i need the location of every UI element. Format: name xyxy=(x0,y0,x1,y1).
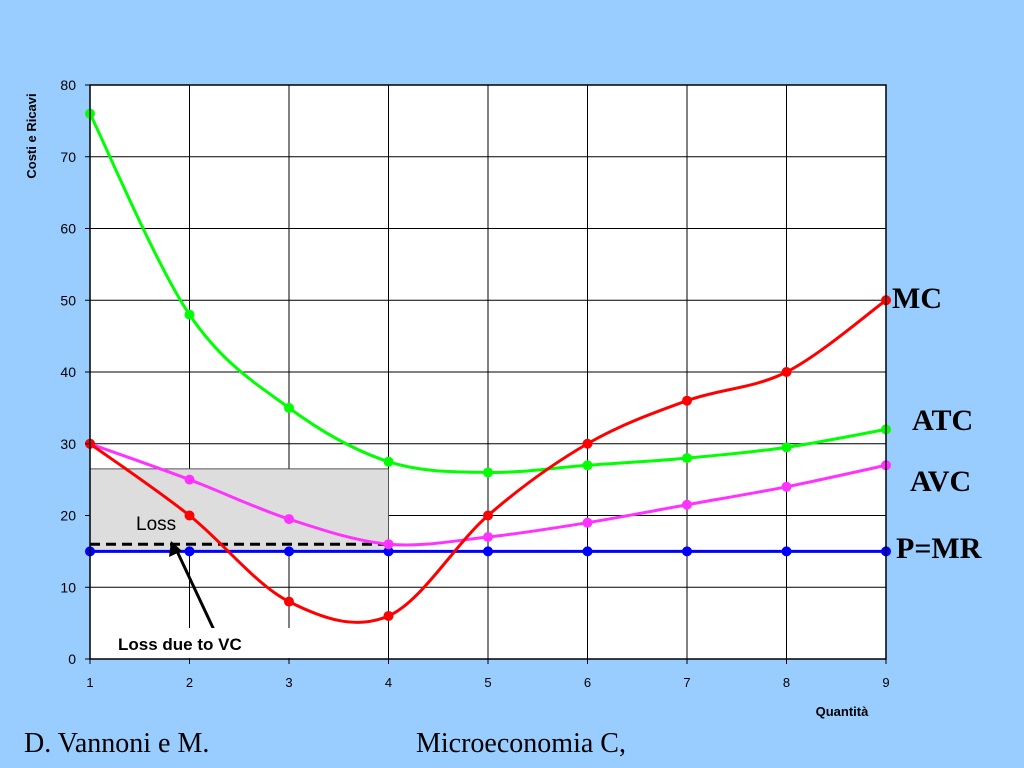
x-tick-label: 6 xyxy=(584,675,591,690)
y-tick-label: 50 xyxy=(60,292,76,308)
data-point-atc xyxy=(682,453,692,464)
x-tick-label: 2 xyxy=(186,675,193,690)
x-tick-label: 4 xyxy=(385,675,392,690)
data-point-mc xyxy=(582,438,593,449)
data-point-avc xyxy=(383,539,394,550)
data-point-avc xyxy=(582,517,593,528)
loss-rectangle xyxy=(89,468,389,552)
axis-ticks: 1 2 3 4 5 6 7 8 9 0 10 20 30 40 50 60 70 80 xyxy=(60,77,889,690)
data-point-avc xyxy=(781,481,792,492)
footer-course: Microeconomia C, xyxy=(416,728,626,759)
series-points xyxy=(85,108,891,621)
data-point-avc xyxy=(682,499,692,510)
x-tick-label: 5 xyxy=(484,675,491,690)
data-point-atc xyxy=(582,460,593,471)
loss-region xyxy=(89,468,389,552)
series-label-avc: AVC xyxy=(910,465,971,498)
loss-due-to-vc-box xyxy=(112,628,292,658)
data-point-mc xyxy=(184,510,195,521)
footer-author: D. Vannoni e M. xyxy=(24,728,210,759)
series-label-mc: MC xyxy=(892,282,942,315)
x-tick-label: 1 xyxy=(86,675,93,690)
y-tick-label: 70 xyxy=(60,149,76,165)
data-point-p-mr xyxy=(781,546,792,557)
data-point-mc xyxy=(781,367,792,377)
data-point-atc xyxy=(284,402,294,413)
data-point-avc xyxy=(284,514,294,525)
data-point-atc xyxy=(383,456,394,467)
data-point-p-mr xyxy=(483,546,493,557)
loss-arrow-head xyxy=(169,541,182,557)
y-tick-label: 80 xyxy=(60,77,76,93)
series-label-pmr: P=MR xyxy=(896,532,982,565)
y-tick-label: 30 xyxy=(60,436,76,452)
loss-arrow-line xyxy=(174,548,216,631)
y-tick-label: 40 xyxy=(60,364,76,380)
x-tick-label: 7 xyxy=(683,675,690,690)
x-tick-label: 3 xyxy=(285,675,292,690)
y-tick-label: 20 xyxy=(60,508,76,524)
data-point-avc xyxy=(483,532,493,543)
y-axis-label: Costi e Ricavi xyxy=(24,93,39,178)
y-tick-label: 60 xyxy=(60,221,76,237)
data-point-mc xyxy=(383,610,394,621)
data-point-p-mr xyxy=(582,546,593,557)
data-point-avc xyxy=(184,474,195,485)
data-point-atc xyxy=(781,442,792,453)
data-point-mc xyxy=(682,395,692,406)
x-axis-label: Quantità xyxy=(816,704,869,719)
data-point-p-mr xyxy=(184,546,195,557)
series-label-atc: ATC xyxy=(912,404,973,437)
loss-label: Loss xyxy=(136,514,176,535)
data-point-atc xyxy=(483,467,493,478)
data-point-p-mr xyxy=(284,546,294,557)
data-point-atc xyxy=(184,309,195,320)
data-point-p-mr xyxy=(383,546,394,557)
y-tick-label: 0 xyxy=(68,651,76,667)
data-point-p-mr xyxy=(682,546,692,557)
data-point-mc xyxy=(284,596,294,607)
x-tick-label: 9 xyxy=(882,675,889,690)
data-point-mc xyxy=(483,510,493,521)
y-tick-label: 10 xyxy=(60,579,76,595)
x-tick-label: 8 xyxy=(783,675,790,690)
loss-due-to-vc-label: Loss due to VC xyxy=(118,635,242,654)
